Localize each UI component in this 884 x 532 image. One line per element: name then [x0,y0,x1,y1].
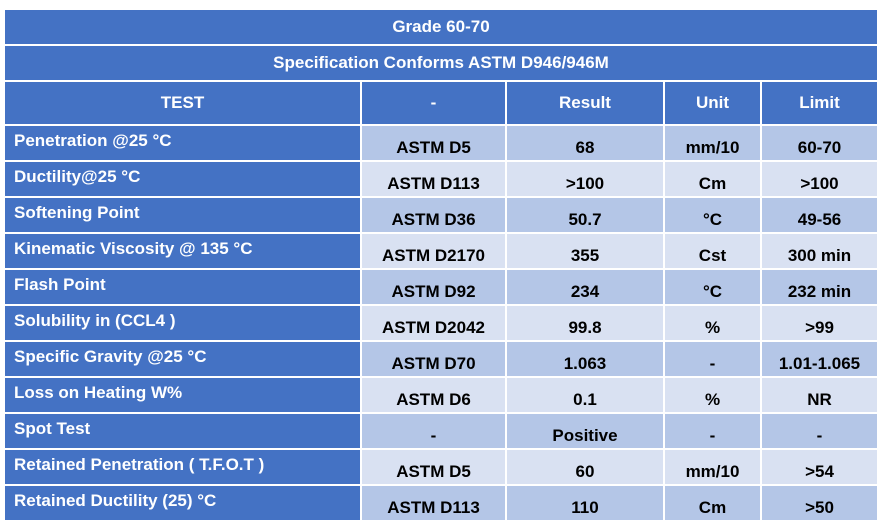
value-cell: >99 [762,306,879,342]
value-cell: Positive [507,414,665,450]
value-cell: 50.7 [507,198,665,234]
value-cell: >100 [762,162,879,198]
table-title: Grade 60-70 [5,10,879,46]
value-cell: ASTM D5 [362,450,507,486]
test-name: Ductility@25 °C [5,162,362,198]
value-cell: 0.1 [507,378,665,414]
header-cell: Result [507,82,665,126]
value-cell: 68 [507,126,665,162]
value-cell: 355 [507,234,665,270]
value-cell: mm/10 [665,450,762,486]
value-cell: 232 min [762,270,879,306]
value-cell: ASTM D113 [362,162,507,198]
test-name: Solubility in (CCL4 ) [5,306,362,342]
value-cell: Cst [665,234,762,270]
test-name: Flash Point [5,270,362,306]
value-cell: ASTM D113 [362,486,507,522]
value-cell: 300 min [762,234,879,270]
value-cell: >100 [507,162,665,198]
value-cell: 60-70 [762,126,879,162]
test-name: Loss on Heating W% [5,378,362,414]
header-cell: Unit [665,82,762,126]
test-name: Kinematic Viscosity @ 135 °C [5,234,362,270]
test-name: Retained Ductility (25) °C [5,486,362,522]
test-name: Penetration @25 °C [5,126,362,162]
value-cell: ASTM D70 [362,342,507,378]
value-cell: % [665,378,762,414]
value-cell: Cm [665,162,762,198]
value-cell: 60 [507,450,665,486]
value-cell: 49-56 [762,198,879,234]
value-cell: NR [762,378,879,414]
header-cell: TEST [5,82,362,126]
value-cell: >54 [762,450,879,486]
value-cell: ASTM D5 [362,126,507,162]
value-cell: - [665,342,762,378]
value-cell: % [665,306,762,342]
header-cell: Limit [762,82,879,126]
value-cell: °C [665,198,762,234]
header-cell: - [362,82,507,126]
table-subtitle: Specification Conforms ASTM D946/946M [5,46,879,82]
value-cell: ASTM D2170 [362,234,507,270]
test-name: Specific Gravity @25 °C [5,342,362,378]
value-cell: 99.8 [507,306,665,342]
value-cell: - [665,414,762,450]
test-name: Spot Test [5,414,362,450]
value-cell: mm/10 [665,126,762,162]
value-cell: ASTM D36 [362,198,507,234]
value-cell: - [762,414,879,450]
value-cell: ASTM D92 [362,270,507,306]
test-name: Softening Point [5,198,362,234]
value-cell: 1.063 [507,342,665,378]
value-cell: >50 [762,486,879,522]
value-cell: 110 [507,486,665,522]
value-cell: Cm [665,486,762,522]
value-cell: ASTM D6 [362,378,507,414]
value-cell: 1.01-1.065 [762,342,879,378]
test-name: Retained Penetration ( T.F.O.T ) [5,450,362,486]
value-cell: 234 [507,270,665,306]
value-cell: ASTM D2042 [362,306,507,342]
value-cell: °C [665,270,762,306]
value-cell: - [362,414,507,450]
